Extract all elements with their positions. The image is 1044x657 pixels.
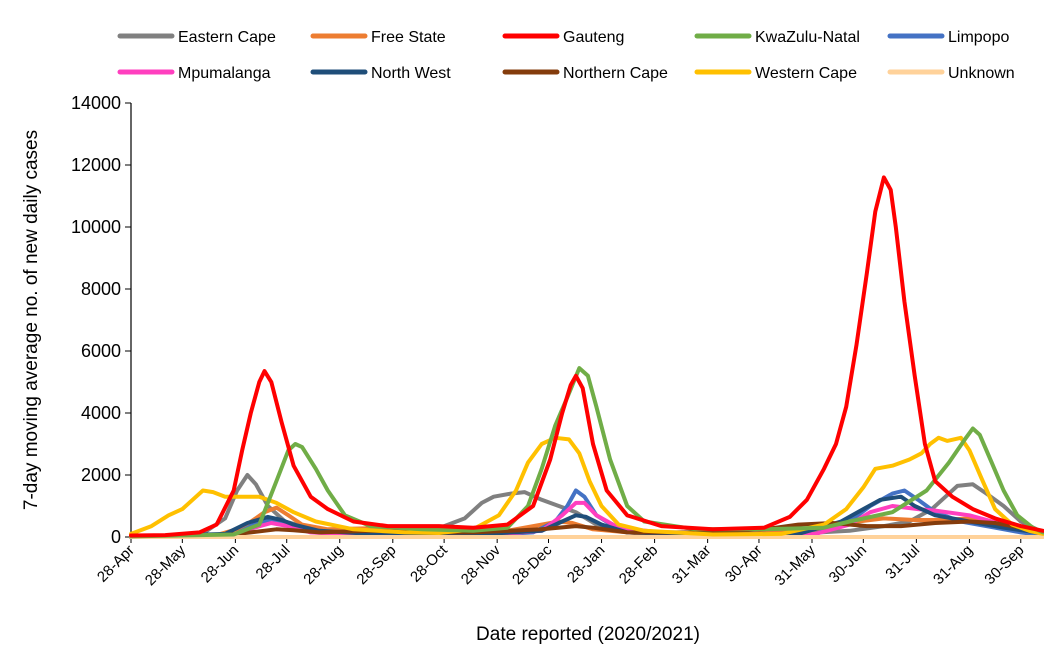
legend: Eastern Cape Free State Gauteng KwaZulu-Nat… — [117, 29, 1015, 82]
y-axis: 0 2000 4000 6000 8000 10000 12000 14000 — [71, 93, 132, 547]
series-layer — [129, 175, 1044, 539]
y-axis-title: 7-day moving average no. of new daily ca… — [21, 130, 42, 510]
y-tick-label: 6000 — [81, 341, 121, 361]
x-tick-label: 31-Aug — [930, 542, 976, 588]
x-tick-label: 28-Apr — [94, 542, 138, 586]
x-tick-label: 28-Feb — [616, 542, 662, 588]
series-line-northern-cape — [129, 519, 1044, 539]
x-tick-label: 28-Oct — [407, 541, 451, 585]
legend-label-north-west: North West — [371, 65, 451, 82]
x-tick-label: 31-Mar — [669, 542, 715, 588]
series-line-gauteng — [129, 175, 1044, 538]
x-tick-label: 28-Jan — [564, 542, 608, 586]
series-line-western-cape — [129, 435, 1044, 537]
legend-label-northern-cape: Northern Cape — [563, 65, 668, 82]
x-tick-label: 28-Jul — [253, 542, 294, 583]
x-tick-label: 28-Dec — [509, 541, 556, 588]
legend-label-mpumalanga: Mpumalanga — [178, 65, 271, 82]
legend-label-eastern-cape: Eastern Cape — [178, 29, 276, 46]
x-tick-label: 28-Sep — [353, 542, 399, 588]
legend-label-limpopo: Limpopo — [948, 29, 1009, 46]
x-tick-label: 30-Apr — [722, 542, 766, 586]
x-tick-label: 28-Aug — [300, 542, 346, 588]
y-tick-label: 8000 — [81, 279, 121, 299]
y-tick-label: 12000 — [71, 155, 121, 175]
series-line-kwazulu-natal — [129, 366, 1044, 539]
legend-label-western-cape: Western Cape — [755, 65, 857, 82]
x-tick-label: 31-May — [771, 541, 819, 589]
x-tick-label: 30-Sep — [981, 542, 1027, 588]
legend-label-unknown: Unknown — [948, 65, 1015, 82]
y-tick-label: 14000 — [71, 93, 121, 113]
y-tick-label: 10000 — [71, 217, 121, 237]
x-tick-label: 28-Jun — [198, 542, 242, 586]
x-tick-label: 30-Jun — [826, 542, 870, 586]
y-tick-label: 4000 — [81, 403, 121, 423]
y-tick-label: 2000 — [81, 465, 121, 485]
x-tick-label: 28-May — [142, 541, 190, 589]
legend-label-kwazulu-natal: KwaZulu-Natal — [755, 29, 860, 46]
legend-label-free-state: Free State — [371, 29, 446, 46]
x-tick-label: 28-Nov — [458, 541, 505, 588]
x-axis: 28-Apr 28-May 28-Jun 28-Jul 28-Aug 28-Sep 28-O… — [94, 536, 1043, 589]
series-line-north-west — [129, 494, 1044, 539]
x-axis-title: Date reported (2020/2021) — [476, 624, 700, 645]
y-tick-label: 0 — [111, 527, 121, 547]
legend-label-gauteng: Gauteng — [563, 29, 624, 46]
x-tick-label: 31-Jul — [882, 542, 923, 583]
